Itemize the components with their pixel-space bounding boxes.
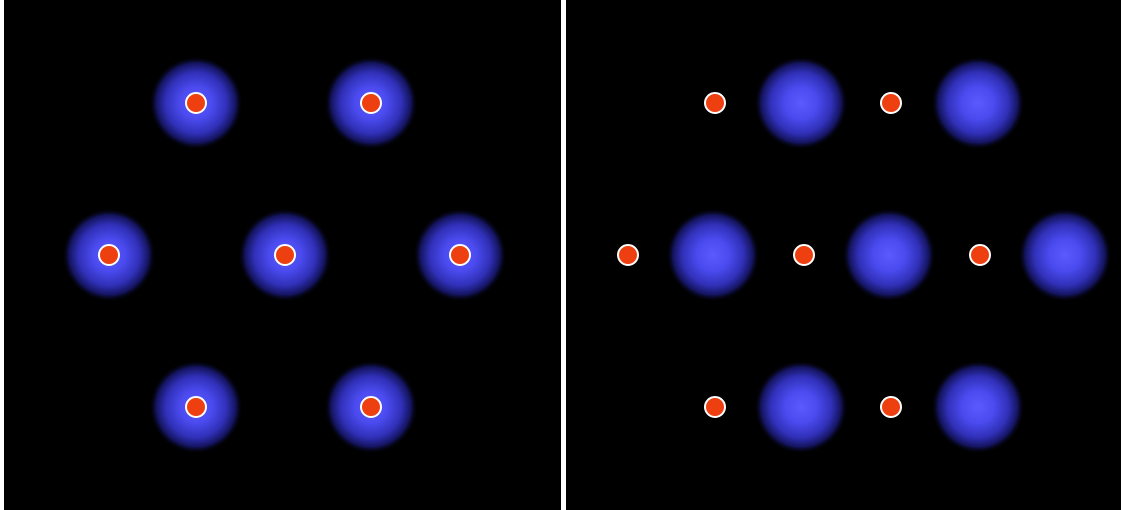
nucleus <box>360 92 382 114</box>
left-panel <box>62 56 507 454</box>
nucleus <box>185 92 207 114</box>
nucleus <box>880 396 902 418</box>
nucleus <box>969 244 991 266</box>
electron-cloud <box>754 56 848 150</box>
nucleus <box>617 244 639 266</box>
nucleus <box>98 244 120 266</box>
nucleus <box>704 92 726 114</box>
panel-divider <box>562 0 565 510</box>
nucleus <box>185 396 207 418</box>
nucleus <box>880 92 902 114</box>
electron-cloud <box>931 56 1025 150</box>
nucleus <box>449 244 471 266</box>
right-panel <box>617 56 1112 454</box>
electron-cloud <box>754 360 848 454</box>
electron-cloud <box>666 208 760 302</box>
nucleus <box>360 396 382 418</box>
nucleus <box>704 396 726 418</box>
electron-cloud <box>842 208 936 302</box>
nucleus <box>274 244 296 266</box>
nucleus <box>793 244 815 266</box>
electron-cloud <box>1018 208 1112 302</box>
electron-cloud <box>931 360 1025 454</box>
